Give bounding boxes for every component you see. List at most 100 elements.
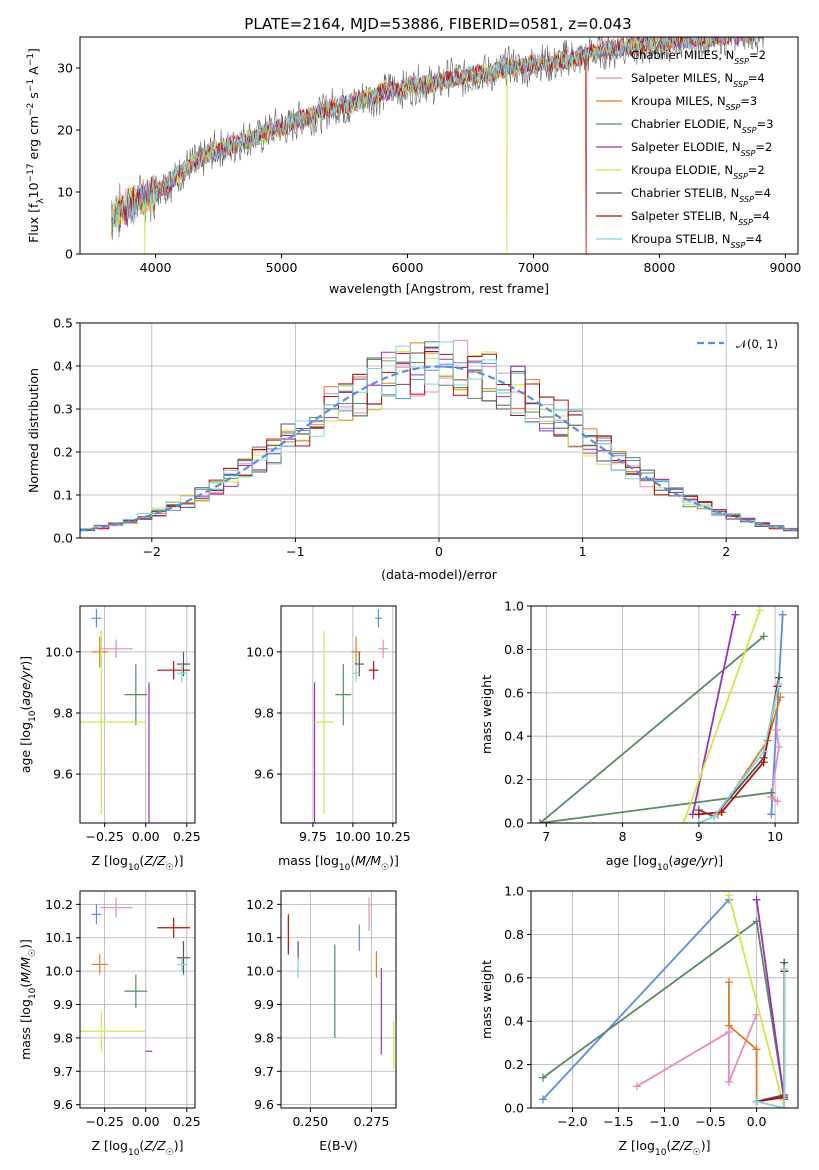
weight-marker [767,788,776,797]
weight_vs_age-axes [531,605,798,824]
y-tick-label: 9.8 [254,1030,274,1045]
weight_vs_Z-frame: −2.0 −1.5 −1.0 −0.5 0.0 0.0 0.2 0.4 0.6 0.8 1.0 Z [… [479,884,799,1158]
weight-series-line [542,919,786,1100]
x-tick-label: 0.00 [132,829,160,844]
y-tick-label: 0.2 [504,1057,524,1072]
age_vs_mass-axes [281,606,396,823]
x-tick-label: −1 [286,544,304,559]
weight-marker [717,808,726,817]
y-tick-label: 9.8 [53,705,73,720]
weight-marker [752,1097,761,1106]
weight-series-line [756,962,786,1103]
x-tick-label: 8000 [644,260,676,275]
x-tick-label: −2.0 [557,1114,587,1129]
axes-frame [79,36,799,255]
y-tick-label: 1.0 [504,884,524,899]
x-tick-label: 7000 [518,260,550,275]
weight-series-line [728,982,758,1102]
x-tick-label: 0.0 [747,1114,767,1129]
x-tick-label: 4000 [140,260,172,275]
weight-marker [724,891,733,900]
weight-series-line [755,899,786,1100]
gaussian-reference-line [80,365,798,532]
weight-series-line [770,729,780,803]
weight-series-line [691,614,737,815]
spectrum-series-line [111,37,762,254]
y-tick-label: 0.4 [504,729,524,744]
age_vs_mass-frame: 9.75 10.00 10.25 9.6 9.8 10.0 mass [log10(M/M☉… [246,605,411,873]
mass_vs_ebv-frame: 0.250 0.275 9.6 9.7 9.8 9.9 10.0 10.1 10.2 E(B-V) [246,890,397,1153]
x-tick-label: −0.25 [85,829,123,844]
x-tick-label: −1.5 [603,1114,633,1129]
y-axis-label: Normed distribution [26,368,41,493]
mass_vs_Z-points [80,897,191,1052]
weight_vs_Z-lines [538,891,789,1108]
x-axis-label: mass [log10(M/M☉)] [278,853,399,873]
weight-marker [694,810,703,819]
weight-series-line [682,609,761,823]
y-axis-label: mass weight [479,960,494,1039]
y-tick-label: 10.1 [246,930,274,945]
y-tick-label: 10.0 [45,964,73,979]
x-tick-label: 0.25 [173,829,201,844]
weight-marker [780,965,789,974]
weight-marker [536,819,545,823]
y-tick-label: 10.0 [45,644,73,659]
weight_vs_Z-axes [531,890,798,1109]
weight-marker [772,725,781,734]
histogram-series [80,341,798,538]
y-tick-label: 9.9 [254,997,274,1012]
histograms [80,339,798,538]
legend-label: 𝒩(0, 1) [736,337,778,351]
age_vs_Z-frame: −0.25 0.00 0.25 9.6 9.8 10.0 Z [log10(Z/Z☉)] ag… [18,605,201,873]
weight-marker [538,1073,547,1082]
y-tick-label: 0.6 [504,970,524,985]
weight-marker [679,819,688,823]
age_vs_mass-points [313,609,389,823]
axes-frame [530,605,799,824]
y-tick-label: 0.2 [504,772,524,787]
weight-marker [632,1082,641,1091]
y-tick-label: 0.3 [53,402,73,417]
x-tick-label: 9 [695,829,703,844]
weight-marker [694,819,703,823]
x-tick-label: 10 [767,829,783,844]
weight-marker [759,632,768,641]
weight-marker [759,747,768,756]
axes-frame [79,605,196,824]
x-axis-label: age [log10(age/yr)] [606,853,723,873]
x-tick-label: 6000 [392,260,424,275]
axes-frame [79,890,196,1109]
x-axis-label: wavelength [Angstrom, rest frame] [329,281,549,296]
mass_vs_Z-axes [80,891,195,1108]
weight-marker [774,680,783,689]
weight-marker [755,606,764,615]
legend-label: Chabrier ELODIE, NSSP=3 [631,117,773,135]
weight-marker [759,758,768,767]
y-tick-label: 10.2 [45,897,73,912]
weight-marker [774,743,783,752]
y-tick-label: 10.0 [246,644,274,659]
x-tick-label: 8 [619,829,627,844]
legend-label: Chabrier STELIB, NSSP=4 [631,186,771,204]
spectrum-legend: Chabrier MILES, NSSP=2 Salpeter MILES, NS… [596,48,773,250]
y-tick-label: 9.8 [254,705,274,720]
figure-title: PLATE=2164, MJD=53886, FIBERID=0581, z=0… [244,15,631,33]
y-tick-label: 0.8 [504,927,524,942]
weight-series-line [756,969,786,1108]
y-tick-label: 10.2 [246,897,274,912]
weight-series-line [542,899,730,1100]
age_vs_Z-points [80,609,191,823]
weight-series-line [728,895,786,1108]
residuals-frame: −2 −1 0 1 2 0.0 0.1 0.2 0.3 0.4 0.5 (data-model)/er… [26,316,799,582]
legend-label: Chabrier MILES, NSSP=2 [631,48,766,66]
y-tick-label: 0.0 [53,531,73,546]
legend-label: Kroupa MILES, NSSP=3 [631,94,757,112]
x-tick-label: −2 [143,544,161,559]
weight-marker [710,812,719,821]
y-tick-label: 0.2 [53,445,73,460]
y-axis-label: mass [log10(M/M☉)] [18,939,38,1060]
x-tick-label: 10.25 [375,829,411,844]
x-tick-label: 1 [579,544,587,559]
